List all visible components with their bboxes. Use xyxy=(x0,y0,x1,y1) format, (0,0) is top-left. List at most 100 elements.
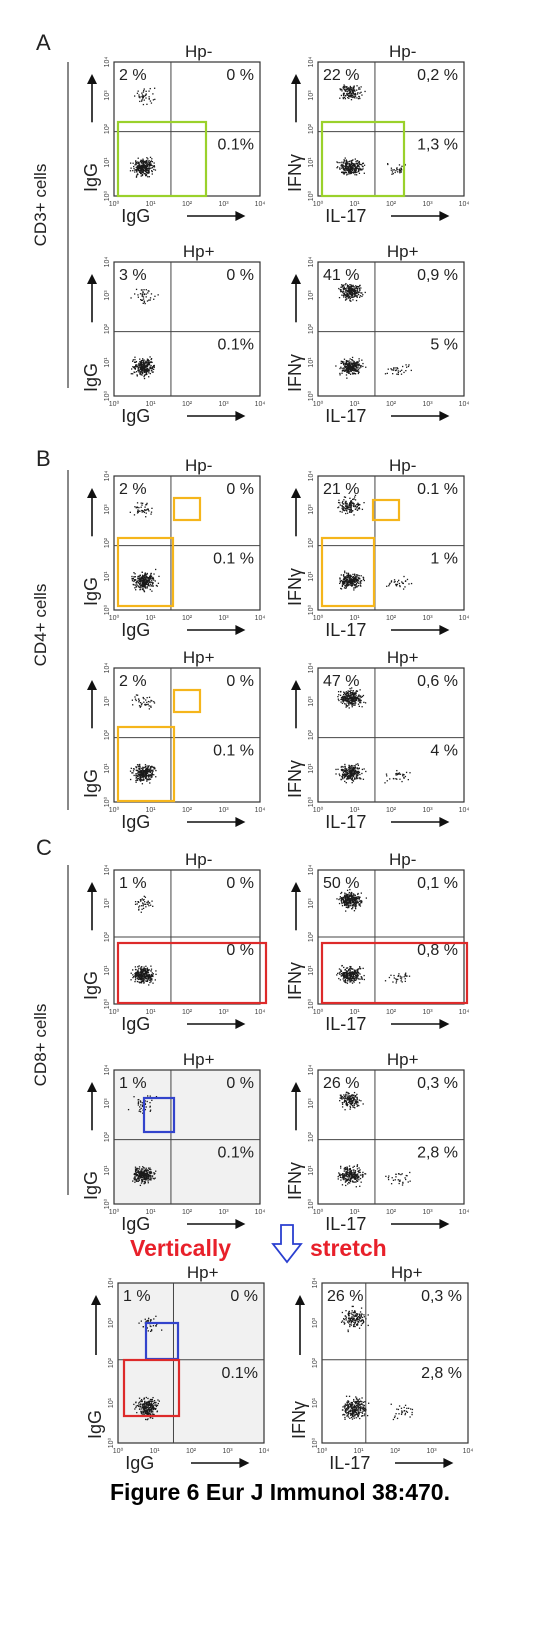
x-tick-label: 10³ xyxy=(422,1009,433,1016)
quadrant-label-upper-left: 1 % xyxy=(119,1075,147,1092)
y-tick-label: 10² xyxy=(104,1131,111,1142)
x-tick-label: 10² xyxy=(182,201,193,208)
flow-plot: Hp+ 26 % 0,3 % 2,8 % 10⁰ 10¹ 10² 10³ 10⁴ 10⁰ 10¹ 10… xyxy=(285,1050,469,1234)
quadrant-label-lower-right: 5 % xyxy=(430,337,458,354)
quadrant-label-lower-right: 0.1% xyxy=(218,1145,254,1162)
flow-plot: Hp- 21 % 0.1 % 1 % 10⁰ 10¹ 10² 10³ 10⁴ 10⁰ 10¹ 10² 1… xyxy=(285,456,469,640)
x-tick-label: 10⁰ xyxy=(313,1008,324,1016)
y-axis-label: IFNγ xyxy=(285,568,305,606)
quadrant-label-upper-left: 2 % xyxy=(119,673,147,690)
x-axis-label: IgG xyxy=(121,1014,150,1034)
x-tick-label: 10⁰ xyxy=(113,1447,124,1455)
quadrant-label-lower-right: 0.1 % xyxy=(213,551,254,568)
y-tick-label: 10⁴ xyxy=(308,663,315,674)
plot-frame xyxy=(317,667,465,803)
quadrant-label-upper-left: 1 % xyxy=(123,1288,151,1305)
y-tick-label: 10³ xyxy=(308,1098,315,1109)
x-tick-label: 10² xyxy=(182,615,193,622)
y-axis-label: IgG xyxy=(81,971,101,1000)
quadrant-label-upper-right: 0 % xyxy=(226,67,254,84)
x-tick-label: 10⁰ xyxy=(109,400,120,408)
quadrant-label-lower-right: 1,3 % xyxy=(417,137,458,154)
x-tick-label: 10¹ xyxy=(349,201,360,208)
x-axis-label: IgG xyxy=(121,620,150,640)
x-axis-label: IgG xyxy=(121,406,150,426)
x-tick-label: 10³ xyxy=(218,201,229,208)
x-tick-label: 10² xyxy=(182,1209,193,1216)
quadrant-label-upper-left: 26 % xyxy=(323,1075,359,1092)
panel-title: Hp+ xyxy=(391,1263,423,1282)
x-tick-label: 10³ xyxy=(426,1448,437,1455)
quadrant-label-upper-right: 0.1 % xyxy=(417,481,458,498)
y-tick-label: 10³ xyxy=(108,1317,115,1328)
y-tick-label: 10⁴ xyxy=(308,1065,315,1076)
y-tick-label: 10¹ xyxy=(308,763,315,774)
y-axis-label: IgG xyxy=(81,577,101,606)
x-tick-label: 10⁰ xyxy=(109,200,120,208)
y-tick-label: 10² xyxy=(104,537,111,548)
x-tick-label: 10⁰ xyxy=(313,400,324,408)
y-tick-label: 10⁴ xyxy=(308,865,315,876)
scatter-dots xyxy=(129,87,157,178)
y-tick-label: 10⁴ xyxy=(104,1065,111,1076)
y-tick-label: 10⁴ xyxy=(308,57,315,68)
y-tick-label: 10⁰ xyxy=(307,999,315,1010)
y-tick-label: 10³ xyxy=(104,696,111,707)
y-tick-label: 10² xyxy=(108,1357,115,1368)
x-tick-label: 10⁰ xyxy=(313,1208,324,1216)
panel-title: Hp- xyxy=(389,456,416,475)
x-tick-label: 10² xyxy=(386,807,397,814)
y-axis-label: IFNγ xyxy=(285,154,305,192)
quadrant-label-lower-right: 0,8 % xyxy=(417,942,458,959)
quadrant-label-lower-right: 2,8 % xyxy=(417,1145,458,1162)
quadrant-label-upper-right: 0 % xyxy=(226,1075,254,1092)
y-tick-label: 10⁴ xyxy=(308,471,315,482)
x-tick-label: 10³ xyxy=(222,1448,233,1455)
x-tick-label: 10⁴ xyxy=(255,807,266,814)
flow-plot: Hp+ 47 % 0,6 % 4 % 10⁰ 10¹ 10² 10³ 10⁴ 10⁰ 10¹ 10² 1… xyxy=(285,648,469,832)
x-axis-label: IL-17 xyxy=(325,1214,366,1234)
x-axis-label: IgG xyxy=(121,812,150,832)
x-tick-label: 10¹ xyxy=(145,201,156,208)
highlight-box-orange xyxy=(116,725,176,803)
quadrant-label-lower-right: 1 % xyxy=(430,551,458,568)
x-axis-arrowhead xyxy=(235,1019,246,1029)
y-tick-label: 10³ xyxy=(104,1098,111,1109)
panel-title: Hp+ xyxy=(183,648,215,667)
x-tick-label: 10³ xyxy=(422,1209,433,1216)
y-axis-label: IFNγ xyxy=(285,760,305,798)
y-tick-label: 10² xyxy=(308,729,315,740)
y-axis-arrowhead xyxy=(87,274,97,284)
figure-caption: Figure 6 Eur J Immunol 38:470. xyxy=(110,1479,450,1505)
section-letter: C xyxy=(36,835,52,860)
x-axis-label: IgG xyxy=(121,1214,150,1234)
y-tick-label: 10⁰ xyxy=(311,1438,319,1449)
x-tick-label: 10¹ xyxy=(349,1009,360,1016)
x-axis-arrowhead xyxy=(443,1458,454,1468)
x-tick-label: 10⁴ xyxy=(459,1209,470,1216)
x-tick-label: 10² xyxy=(182,401,193,408)
x-axis-label: IgG xyxy=(121,206,150,226)
scatter-dots xyxy=(336,888,411,984)
x-tick-label: 10⁴ xyxy=(255,401,266,408)
quadrant-label-upper-right: 0,1 % xyxy=(417,875,458,892)
x-tick-label: 10⁴ xyxy=(463,1448,474,1455)
y-tick-label: 10³ xyxy=(308,290,315,301)
x-tick-label: 10² xyxy=(386,615,397,622)
cell-type-label: CD8+ cells xyxy=(31,1004,50,1087)
highlight-box-orange xyxy=(116,536,175,608)
quadrant-label-upper-right: 0 % xyxy=(226,673,254,690)
plot-frame xyxy=(113,475,261,611)
y-axis-arrowhead xyxy=(291,488,301,498)
y-tick-label: 10³ xyxy=(308,696,315,707)
x-tick-label: 10³ xyxy=(422,201,433,208)
x-axis-arrowhead xyxy=(235,411,246,421)
y-tick-label: 10³ xyxy=(308,898,315,909)
y-tick-label: 10⁰ xyxy=(307,605,315,616)
scatter-dots xyxy=(335,687,411,784)
scatter-dots xyxy=(337,1091,411,1188)
quadrant-label-upper-left: 3 % xyxy=(119,267,147,284)
panel-title: Hp- xyxy=(185,850,212,869)
x-tick-label: 10¹ xyxy=(349,401,360,408)
y-tick-label: 10⁰ xyxy=(103,191,111,202)
